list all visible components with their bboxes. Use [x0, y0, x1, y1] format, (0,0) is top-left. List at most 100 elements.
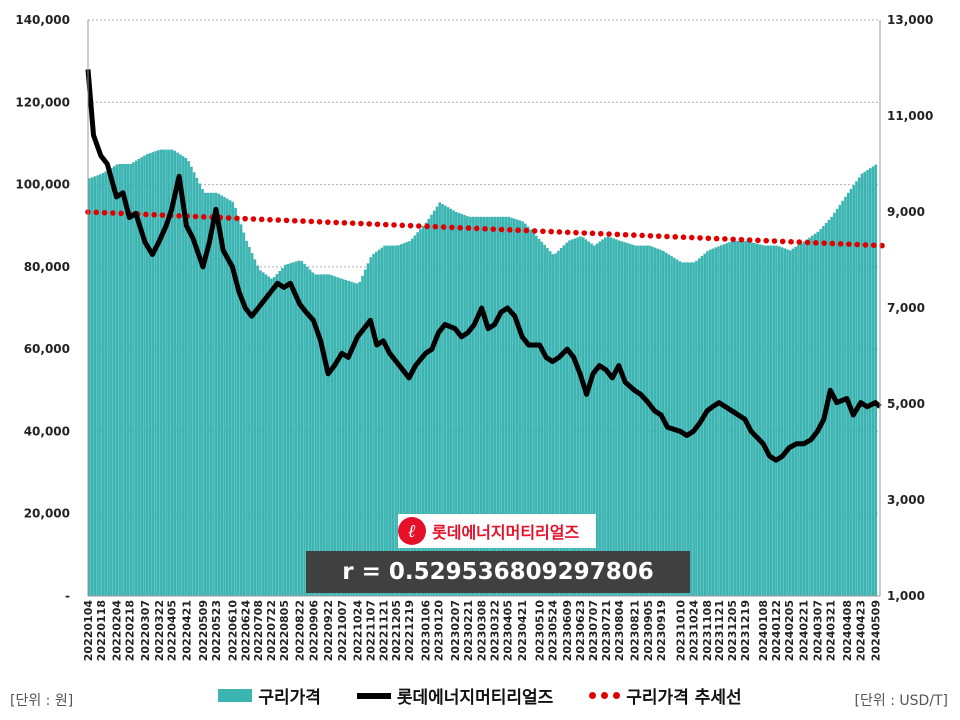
copper-bar: [543, 244, 546, 596]
x-tick-label: 20231108: [701, 600, 714, 661]
trend-dot: [614, 231, 621, 238]
copper-bar: [482, 216, 486, 597]
copper-bar: [535, 235, 538, 596]
copper-bar: [463, 215, 466, 597]
copper-bar: [388, 245, 392, 596]
copper-bar: [424, 222, 428, 596]
trend-dot: [151, 212, 157, 218]
copper-bar: [526, 226, 530, 596]
legend-label: 롯데에너지머티리얼즈: [396, 688, 554, 708]
copper-bar: [786, 249, 789, 596]
trend-dot: [862, 242, 869, 248]
copper-bar: [328, 274, 331, 596]
copper-bar: [504, 216, 508, 597]
x-tick-label: 20220509: [197, 600, 210, 661]
copper-bar: [361, 275, 364, 596]
copper-bar: [518, 220, 522, 596]
copper-bar: [168, 149, 171, 596]
x-tick-label: 20230707: [587, 600, 600, 661]
trend-dot: [507, 227, 513, 233]
copper-bar: [496, 216, 500, 597]
x-tick-label: 20240205: [783, 600, 796, 661]
copper-bar: [443, 205, 447, 596]
right-axis-ticks: 1,000 3,000 5,000 7,000 9,000 11,000 13,000: [887, 13, 933, 603]
copper-bar: [631, 244, 635, 597]
copper-bar: [261, 272, 265, 596]
trend-dot: [391, 222, 397, 228]
copper-bar: [402, 243, 406, 596]
copper-bar: [228, 200, 232, 596]
copper-bar: [642, 245, 646, 596]
copper-bar: [857, 177, 861, 596]
x-tick-label: 20220708: [252, 600, 265, 661]
copper-bar: [634, 245, 637, 596]
legend-dots-swatch: [589, 692, 621, 699]
copper-bar: [620, 241, 624, 597]
copper-bar: [460, 214, 464, 597]
copper-bar: [777, 246, 781, 597]
copper-bar: [325, 274, 328, 596]
copper-bar: [844, 196, 847, 597]
trend-dot: [680, 234, 687, 240]
copper-bar: [783, 248, 787, 597]
trend-dot: [374, 221, 381, 228]
copper-bar: [510, 217, 513, 596]
copper-bar: [485, 216, 488, 597]
x-tick-label: 20220906: [307, 600, 320, 662]
copper-bar: [590, 243, 593, 597]
copper-bar: [755, 243, 759, 596]
trend-dot: [647, 233, 654, 239]
x-tick-label: 20220307: [139, 600, 152, 661]
copper-bar: [524, 223, 527, 597]
trend-dot: [275, 217, 282, 223]
copper-bar: [151, 152, 155, 596]
trend-dot: [465, 225, 472, 231]
trend-dot: [738, 236, 745, 243]
copper-bar: [300, 260, 304, 596]
x-tick-label: 20220922: [322, 600, 335, 661]
x-tick-label: 20220118: [95, 600, 108, 661]
x-tick-label: 20240108: [757, 600, 770, 661]
x-tick-label: 20230905: [642, 600, 655, 661]
copper-bar: [717, 246, 720, 597]
copper-bar: [617, 240, 621, 596]
copper-bar: [507, 216, 511, 597]
copper-bar: [322, 274, 326, 596]
copper-bar: [645, 245, 649, 596]
copper-bar: [256, 265, 259, 596]
copper-bar: [308, 269, 312, 596]
copper-bar: [758, 244, 762, 596]
copper-bar: [855, 181, 858, 596]
copper-bar: [816, 231, 820, 596]
copper-bar: [769, 245, 773, 596]
trend-dot: [440, 224, 447, 230]
copper-bar: [347, 280, 351, 596]
copper-bar: [132, 162, 135, 596]
x-tick-label: 20230405: [501, 600, 514, 661]
copper-bar: [791, 248, 795, 596]
x-tick-label: 20230106: [420, 600, 433, 662]
trend-dot: [788, 238, 794, 245]
trend-dot: [366, 221, 373, 227]
trend-dot: [730, 236, 736, 243]
trend-dot: [821, 240, 827, 246]
copper-bar: [248, 246, 251, 596]
x-tick-label: 20220822: [294, 600, 307, 661]
x-tick-label: 20220405: [166, 600, 179, 661]
copper-bar: [719, 245, 723, 596]
copper-bar: [799, 243, 803, 596]
copper-bar: [372, 253, 375, 597]
copper-bar: [584, 239, 588, 596]
y-right-tick-label: 7,000: [887, 301, 925, 315]
trend-dot: [291, 217, 298, 224]
copper-bar: [165, 149, 168, 596]
trend-dot: [325, 219, 331, 225]
copper-bar: [846, 192, 850, 597]
trend-dot: [110, 210, 116, 216]
copper-bar: [214, 192, 218, 597]
copper-bar: [275, 274, 279, 596]
copper-bar: [753, 242, 756, 596]
copper-bar: [264, 274, 268, 596]
copper-bar: [237, 216, 240, 596]
y-left-tick-label: -: [65, 589, 70, 603]
